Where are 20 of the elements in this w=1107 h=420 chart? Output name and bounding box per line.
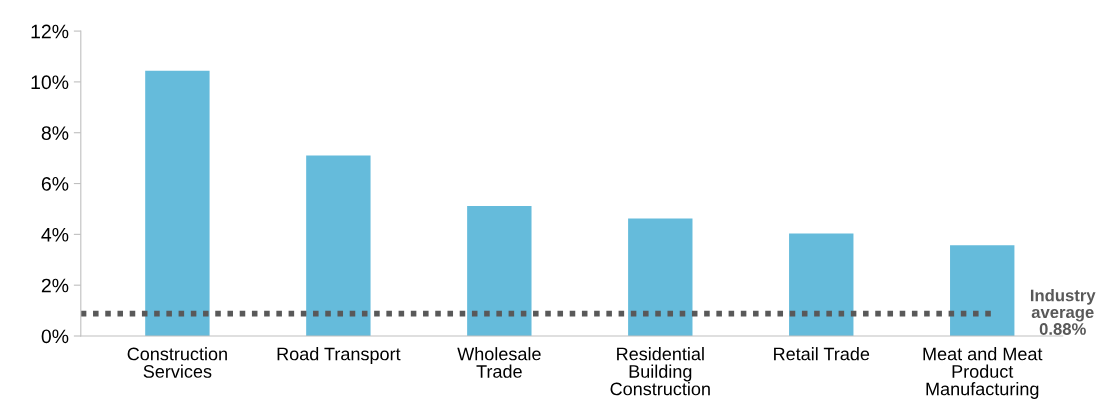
x-tick-label: Construction Services bbox=[127, 347, 227, 378]
bar bbox=[467, 205, 532, 336]
y-tick-label: 6% bbox=[41, 177, 69, 191]
y-tick-label: 12% bbox=[31, 24, 69, 39]
x-tick-label: Wholesale Trade bbox=[457, 347, 541, 378]
bar bbox=[145, 70, 210, 336]
y-tick-label: 8% bbox=[41, 126, 69, 140]
bar bbox=[789, 233, 854, 336]
x-tick-label: Road Transport bbox=[277, 347, 401, 364]
bar bbox=[950, 245, 1015, 336]
ref-line-label: Industry average 0.88% bbox=[1030, 289, 1096, 335]
x-tick-label: Meat and Meat Product Manufacturing bbox=[923, 347, 1043, 399]
x-tick-label: Retail Trade bbox=[774, 347, 870, 361]
y-tick-label: 2% bbox=[41, 278, 69, 293]
y-tick-label: 10% bbox=[31, 75, 69, 90]
bar bbox=[628, 218, 693, 336]
bar bbox=[306, 155, 371, 336]
y-tick-label: 4% bbox=[41, 227, 69, 242]
x-tick-label: Residential Building Construction bbox=[610, 347, 710, 396]
y-tick-label: 0% bbox=[41, 329, 69, 344]
